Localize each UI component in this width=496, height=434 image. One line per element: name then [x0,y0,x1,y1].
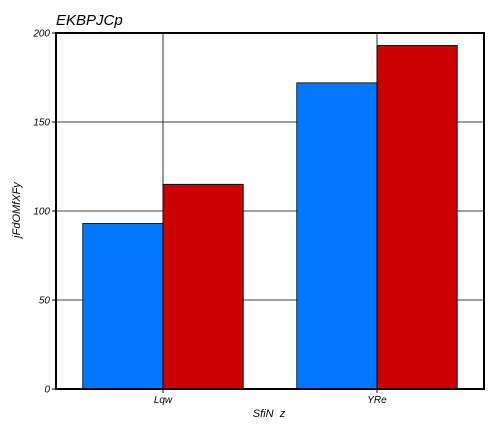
y-axis-label: jFdOMfXFy [11,181,23,240]
bar-series2-lqw [163,184,243,389]
y-axis-ticks: 0 50 100 150 200 [32,29,56,396]
bars [83,45,458,389]
y-tick-label-2: 100 [33,207,50,218]
bar-series1-yre [297,83,377,389]
y-tick-label-4: 200 [32,29,50,40]
x-tick-label-1: YRe [367,395,387,406]
bar-series2-yre [377,45,457,389]
bar-series1-lqw [83,223,163,389]
x-axis-label: SfiN z [253,408,286,420]
x-tick-label-0: Lqw [154,395,173,406]
chart-title: EKBPJCp [56,12,123,29]
y-tick-label-1: 50 [39,296,51,307]
y-tick-label-0: 0 [44,385,50,396]
y-tick-label-3: 150 [33,118,50,129]
x-axis-ticks: Lqw YRe [154,389,387,406]
